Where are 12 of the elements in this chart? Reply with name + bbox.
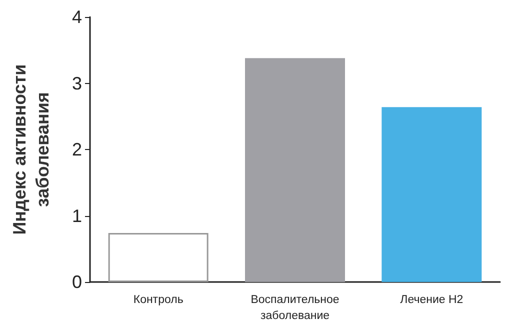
- y-axis-title: Индекс активности заболевания: [10, 64, 52, 235]
- y-tick-label: 3: [72, 73, 82, 94]
- x-tick-label: Лечение H2: [400, 294, 464, 306]
- y-tick-label: 2: [72, 140, 82, 160]
- bar: [245, 58, 345, 282]
- y-tick-label: 4: [72, 7, 82, 27]
- x-tick-label: Воспалительное заболевание: [250, 294, 340, 322]
- bar: [108, 232, 208, 282]
- x-tick-label: Контроль: [133, 294, 184, 306]
- bar: [382, 107, 482, 282]
- y-tick-label: 1: [72, 206, 82, 226]
- y-tick-label: 0: [72, 272, 82, 292]
